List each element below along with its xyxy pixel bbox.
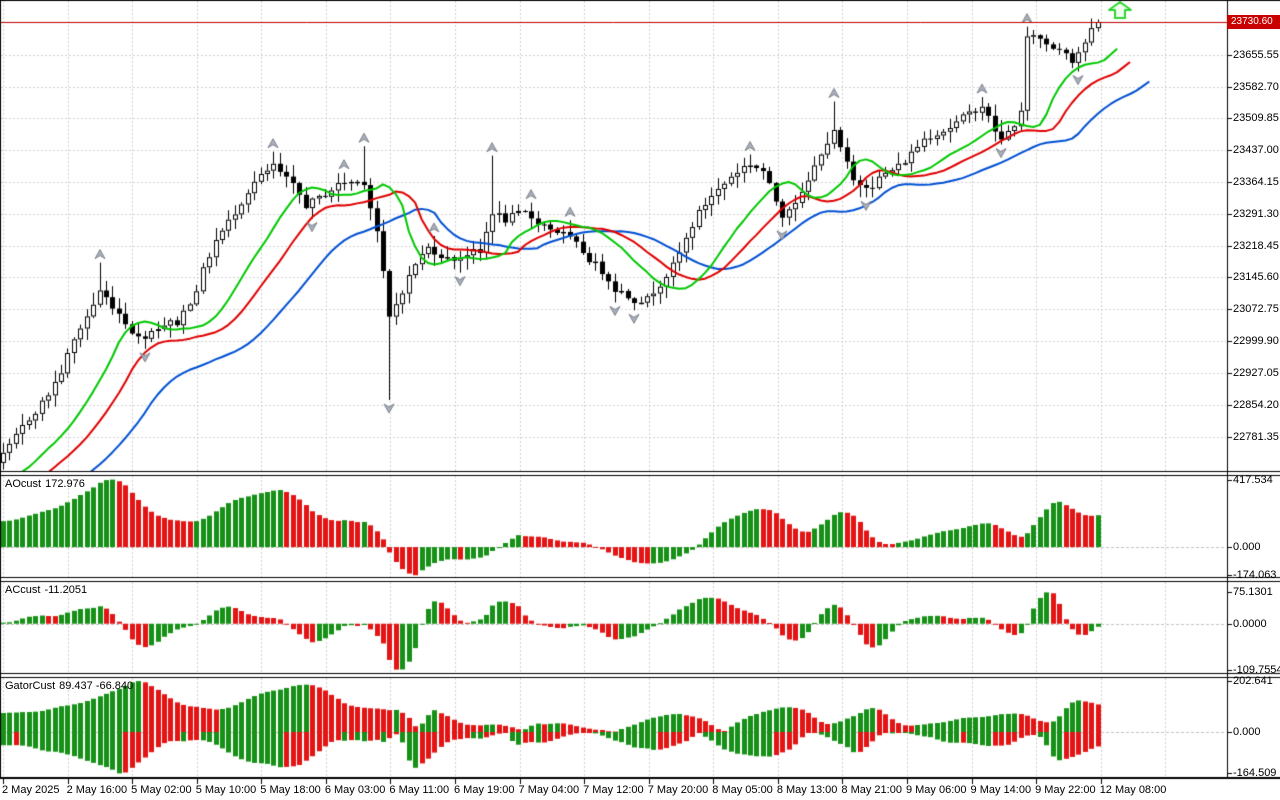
- current-price-tag: 23730.60: [1227, 15, 1280, 29]
- time-axis-label: 8 May 05:00: [712, 784, 773, 796]
- time-axis-label: 9 May 06:00: [905, 784, 967, 796]
- time-axis-label: 5 May 18:00: [260, 784, 321, 796]
- price-axis-label: 23655.55: [1233, 48, 1279, 61]
- indicator-value-ao: 172.976: [45, 478, 85, 490]
- time-axis-label: 7 May 20:00: [647, 784, 709, 796]
- indicator-label-ao: AOcust 172.976: [5, 478, 89, 490]
- price-axis-label: 23291.30: [1233, 207, 1279, 220]
- price-axis-label: 23072.75: [1233, 303, 1279, 316]
- price-axis-label: 23218.45: [1233, 239, 1279, 252]
- indicator-name-ac: ACcust: [5, 584, 41, 596]
- time-axis-label: 6 May 11:00: [389, 784, 450, 796]
- time-axis-label: 9 May 14:00: [970, 784, 1032, 796]
- indicator-axis-label: 0.0000: [1233, 617, 1267, 630]
- price-axis-label: 22781.35: [1233, 430, 1279, 443]
- indicator-axis-label: 75.1301: [1233, 586, 1273, 599]
- indicator-axis-label: -174.063: [1233, 569, 1277, 582]
- time-axis-label: 5 May 10:00: [195, 784, 257, 796]
- indicator-axis-label: -109.7554: [1233, 663, 1280, 676]
- time-axis-label: 6 May 03:00: [324, 784, 386, 796]
- time-axis-label: 7 May 04:00: [518, 784, 580, 796]
- indicator-label-ac: ACcust -11.2051: [5, 584, 91, 596]
- price-axis-label: 22927.05: [1233, 366, 1279, 379]
- time-axis-label: 5 May 02:00: [131, 784, 192, 796]
- time-axis-label: 2 May 16:00: [66, 784, 128, 796]
- indicator-axis-label: 202.641: [1233, 675, 1273, 688]
- price-axis-label: 23582.70: [1233, 80, 1279, 93]
- time-axis-label: 12 May 08:00: [1099, 784, 1167, 796]
- indicator-axis-label: 417.534: [1233, 473, 1273, 486]
- indicator-axis-label: 0.000: [1233, 541, 1261, 554]
- time-axis-label: 8 May 13:00: [776, 784, 838, 796]
- time-axis-label: 9 May 22:00: [1035, 784, 1096, 796]
- price-axis-label: 22999.90: [1233, 335, 1279, 348]
- time-axis-label: 2 May 2025: [2, 784, 60, 796]
- indicator-name-ao: AOcust: [5, 478, 42, 490]
- price-axis-label: 22854.20: [1233, 398, 1279, 411]
- price-axis-label: 23364.15: [1233, 176, 1279, 189]
- time-axis-label: 6 May 19:00: [453, 784, 515, 796]
- indicator-value-gator: 89.437 -66.840: [59, 680, 134, 692]
- indicator-label-gator: GatorCust 89.437 -66.840: [5, 680, 137, 692]
- indicator-axis-label: -164.509: [1233, 767, 1277, 780]
- price-axis-label: 23509.85: [1233, 112, 1279, 125]
- price-axis-label: 23437.00: [1233, 144, 1279, 157]
- indicator-value-ac: -11.2051: [44, 584, 88, 596]
- indicator-name-gator: GatorCust: [5, 680, 56, 692]
- time-axis-label: 8 May 21:00: [841, 784, 902, 796]
- indicator-axis-label: 0.000: [1233, 726, 1261, 739]
- price-axis-label: 23145.60: [1233, 271, 1279, 284]
- time-axis-label: 7 May 12:00: [583, 784, 644, 796]
